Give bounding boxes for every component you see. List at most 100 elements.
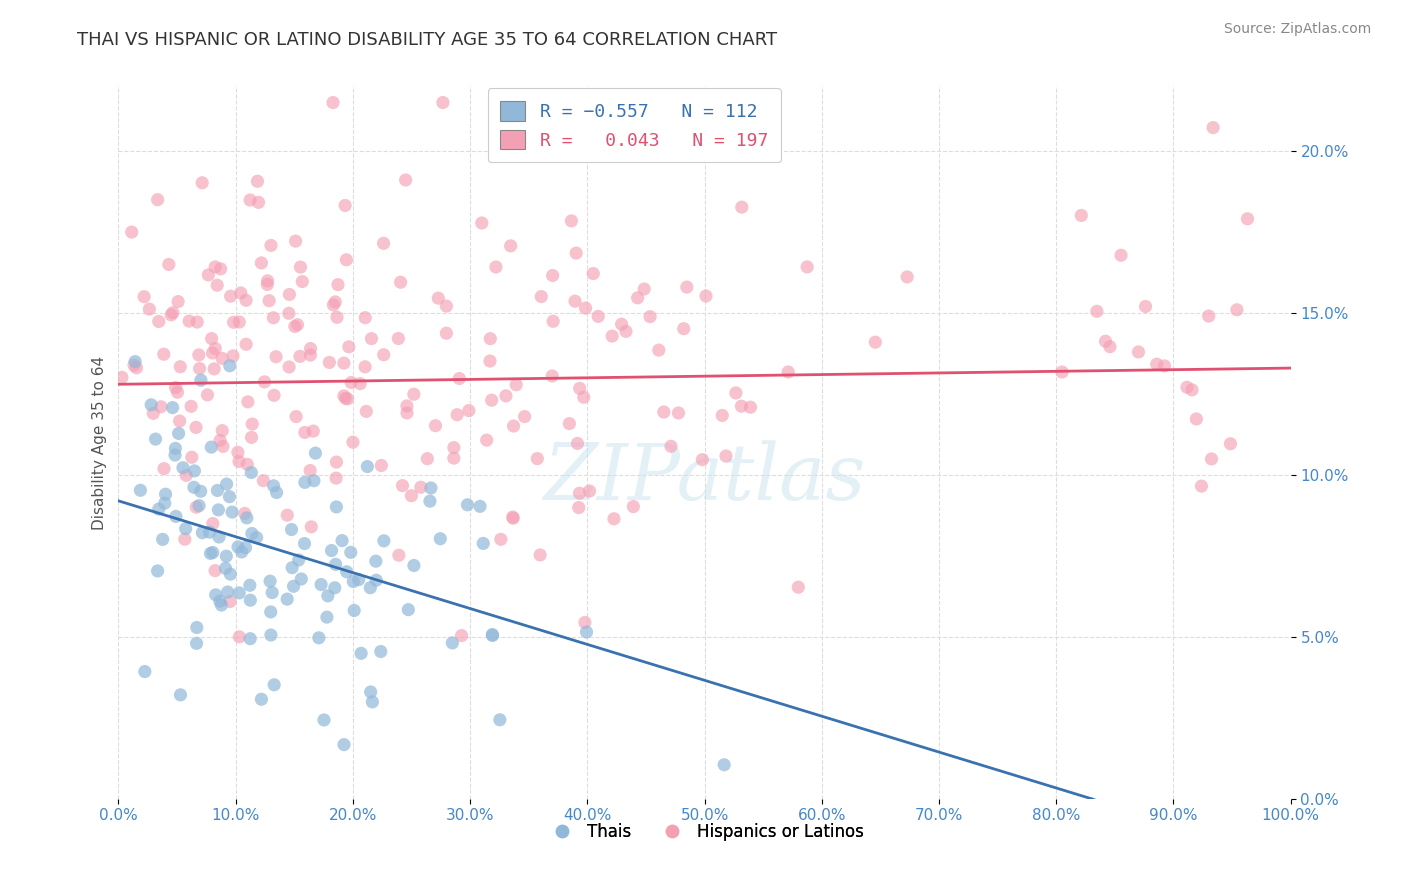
Text: ZIPatlas: ZIPatlas — [543, 440, 866, 516]
Point — [575, 625, 598, 640]
Point — [347, 573, 370, 587]
Point — [1070, 209, 1092, 223]
Point — [148, 502, 170, 516]
Point — [201, 516, 224, 531]
Point — [252, 474, 274, 488]
Point — [160, 308, 183, 322]
Point — [278, 287, 301, 301]
Point — [574, 615, 596, 630]
Point — [541, 369, 564, 384]
Point — [409, 480, 432, 494]
Point — [155, 487, 177, 501]
Point — [1202, 120, 1225, 135]
Point — [443, 451, 465, 466]
Point — [568, 381, 591, 395]
Point — [183, 464, 205, 478]
Point — [187, 348, 209, 362]
Point — [427, 291, 450, 305]
Point — [360, 332, 382, 346]
Point — [169, 359, 191, 374]
Point — [567, 436, 589, 450]
Point — [169, 688, 191, 702]
Point — [336, 392, 359, 406]
Point — [356, 459, 378, 474]
Point — [239, 193, 262, 207]
Point — [291, 275, 314, 289]
Point — [434, 299, 457, 313]
Point — [208, 594, 231, 608]
Point — [202, 362, 225, 376]
Point — [529, 548, 551, 562]
Point — [321, 543, 343, 558]
Point — [174, 522, 197, 536]
Point — [513, 409, 536, 424]
Point — [432, 95, 454, 110]
Point — [200, 546, 222, 560]
Point — [190, 373, 212, 387]
Point — [366, 573, 388, 587]
Point — [204, 564, 226, 578]
Point — [711, 409, 734, 423]
Point — [201, 346, 224, 360]
Point — [578, 484, 600, 499]
Point — [401, 489, 423, 503]
Point — [276, 508, 298, 523]
Point — [236, 511, 259, 525]
Point — [333, 198, 356, 212]
Point — [219, 289, 242, 303]
Point — [472, 536, 495, 550]
Point — [395, 173, 418, 187]
Point — [277, 306, 299, 320]
Point — [122, 358, 145, 372]
Point — [231, 545, 253, 559]
Point — [402, 558, 425, 573]
Point — [165, 442, 187, 456]
Point — [186, 636, 208, 650]
Point — [316, 610, 339, 624]
Point — [896, 269, 918, 284]
Point — [1219, 436, 1241, 450]
Point — [219, 594, 242, 608]
Point — [337, 340, 360, 354]
Point — [1181, 383, 1204, 397]
Point — [359, 581, 381, 595]
Point — [1128, 345, 1150, 359]
Point — [575, 301, 598, 315]
Point — [333, 356, 356, 370]
Point — [283, 579, 305, 593]
Point — [335, 392, 357, 406]
Point — [610, 317, 633, 331]
Point — [247, 195, 270, 210]
Point — [724, 385, 747, 400]
Point — [312, 713, 335, 727]
Point — [558, 417, 581, 431]
Point — [235, 541, 257, 555]
Point — [354, 359, 377, 374]
Point — [263, 678, 285, 692]
Point — [526, 451, 548, 466]
Point — [228, 315, 250, 329]
Point — [263, 388, 285, 402]
Point — [172, 460, 194, 475]
Point — [214, 561, 236, 575]
Point — [197, 268, 219, 282]
Point — [209, 434, 232, 448]
Point — [239, 632, 262, 646]
Point — [648, 343, 671, 358]
Point — [167, 426, 190, 441]
Point — [505, 377, 527, 392]
Point — [420, 481, 443, 495]
Point — [443, 441, 465, 455]
Point — [208, 530, 231, 544]
Point — [165, 380, 187, 394]
Point — [633, 282, 655, 296]
Point — [1191, 479, 1213, 493]
Point — [340, 376, 363, 390]
Point — [672, 321, 695, 335]
Point — [207, 503, 229, 517]
Point — [235, 293, 257, 308]
Point — [364, 554, 387, 568]
Point — [222, 349, 245, 363]
Point — [167, 294, 190, 309]
Point — [215, 477, 238, 491]
